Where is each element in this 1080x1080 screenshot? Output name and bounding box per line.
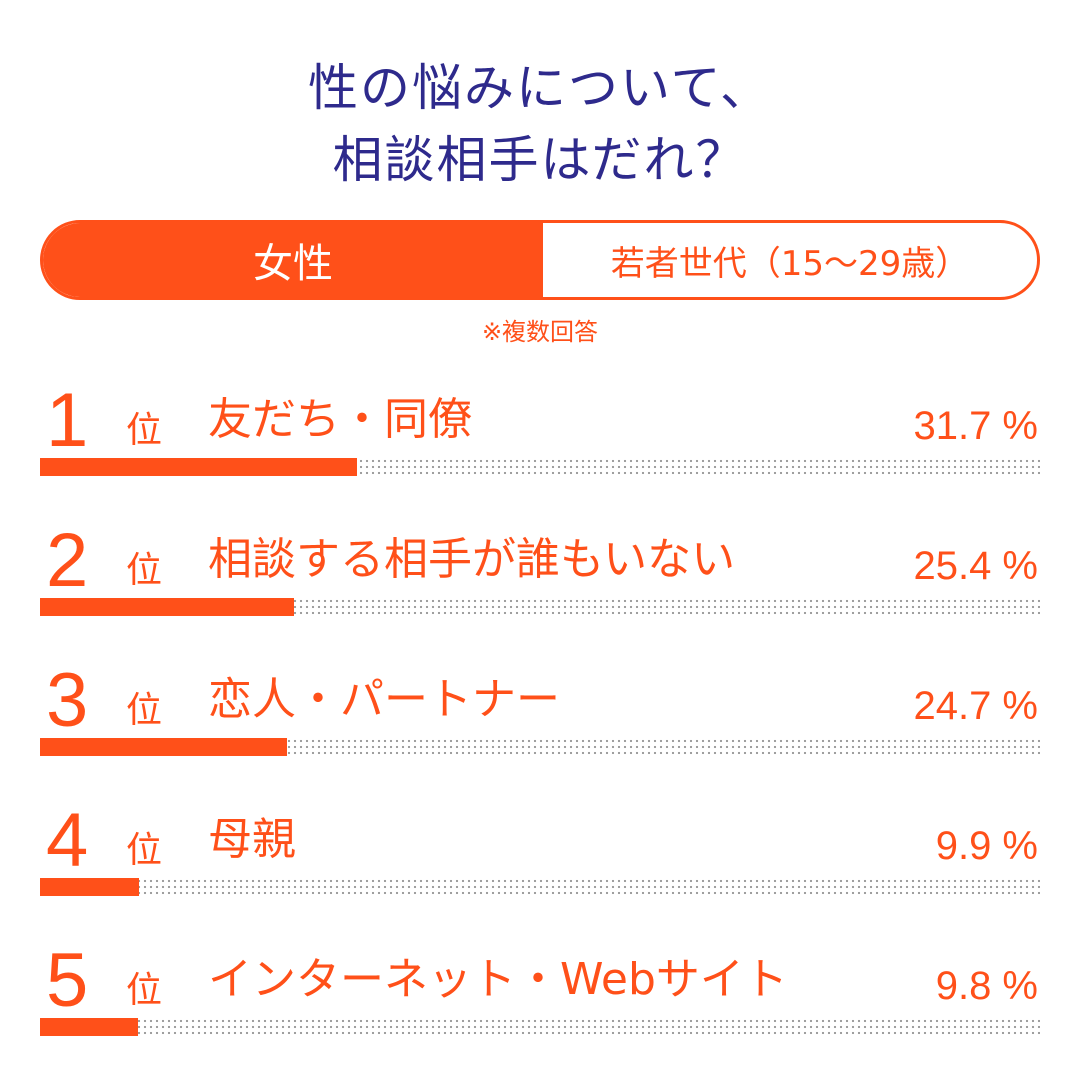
bar-track	[40, 598, 1040, 616]
rank-number: 4	[46, 798, 89, 883]
segment-female: 女性	[43, 223, 543, 297]
bar-track	[40, 738, 1040, 756]
rank-row-3: 3 位 恋人・パートナー 24.7 %	[40, 656, 1040, 776]
rank-label: 友だち・同僚	[208, 394, 472, 445]
rank-row-1: 1 位 友だち・同僚 31.7 %	[40, 376, 1040, 496]
bar-fill	[40, 458, 357, 476]
bar-fill	[40, 878, 139, 896]
rank-suffix: 位	[126, 970, 163, 1011]
title-line-1: 性の悩みについて、	[308, 59, 772, 117]
chart-title: 性の悩みについて、 相談相手はだれ？	[0, 52, 1080, 196]
rank-label: 相談する相手が誰もいない	[208, 534, 736, 585]
bar-fill	[40, 738, 287, 756]
bar-fill	[40, 598, 294, 616]
rank-number: 3	[46, 658, 89, 743]
rank-value: 24.7 %	[913, 684, 1038, 728]
bar-track	[40, 1018, 1040, 1036]
rank-value: 9.9 %	[935, 824, 1038, 868]
bar-fill	[40, 1018, 138, 1036]
rank-row-4: 4 位 母親 9.9 %	[40, 796, 1040, 916]
rank-row-5: 5 位 インターネット・Webサイト 9.8 %	[40, 936, 1040, 1056]
rank-label: インターネット・Webサイト	[208, 954, 788, 1005]
rank-label: 母親	[208, 814, 296, 865]
rank-value: 31.7 %	[913, 404, 1038, 448]
rank-value: 25.4 %	[913, 544, 1038, 588]
rank-suffix: 位	[126, 830, 163, 871]
segment-pill: 女性 若者世代（15～29歳）	[40, 220, 1040, 300]
title-line-2: 相談相手はだれ？	[332, 131, 748, 189]
segment-age-group: 若者世代（15～29歳）	[610, 243, 970, 284]
rank-suffix: 位	[126, 550, 163, 591]
rank-row-2: 2 位 相談する相手が誰もいない 25.4 %	[40, 516, 1040, 636]
rank-number: 2	[46, 518, 89, 603]
bar-track	[40, 878, 1040, 896]
rank-suffix: 位	[126, 690, 163, 731]
multiple-answer-note: ※複数回答	[481, 318, 599, 346]
rank-suffix: 位	[126, 410, 163, 451]
bar-track	[40, 458, 1040, 476]
rank-label: 恋人・パートナー	[208, 674, 560, 725]
rank-value: 9.8 %	[935, 964, 1038, 1008]
rank-number: 5	[46, 938, 89, 1023]
rank-number: 1	[46, 378, 89, 463]
